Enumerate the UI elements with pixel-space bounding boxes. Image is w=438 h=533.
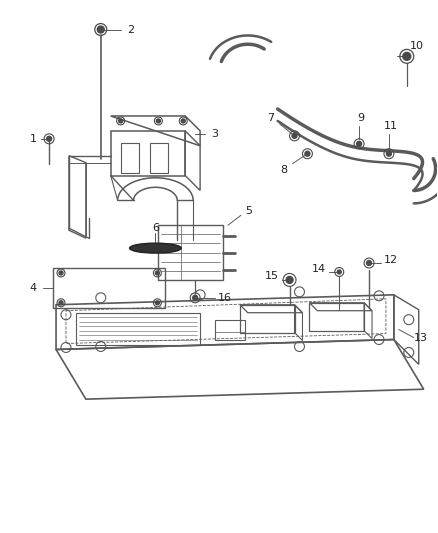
Circle shape [119, 119, 123, 123]
Text: 13: 13 [414, 333, 428, 343]
Text: 16: 16 [218, 293, 232, 303]
Text: 11: 11 [384, 121, 398, 131]
Bar [150, 143, 168, 173]
Circle shape [59, 271, 63, 275]
Text: 12: 12 [384, 255, 398, 265]
Text: 9: 9 [357, 113, 365, 123]
Text: 6: 6 [152, 223, 159, 233]
Circle shape [46, 136, 52, 141]
Circle shape [193, 295, 198, 300]
Text: 1: 1 [30, 134, 37, 144]
Text: 7: 7 [267, 113, 274, 123]
Circle shape [357, 141, 362, 146]
Circle shape [286, 277, 293, 284]
Circle shape [367, 261, 371, 265]
Text: 14: 14 [312, 264, 326, 274]
Text: 15: 15 [265, 271, 279, 281]
Bar [215, 320, 245, 340]
Text: 4: 4 [30, 283, 37, 293]
Bar [120, 143, 138, 173]
Bar [159, 225, 223, 280]
Circle shape [155, 271, 159, 275]
Text: 5: 5 [245, 206, 252, 216]
Circle shape [155, 301, 159, 305]
Circle shape [156, 119, 160, 123]
Circle shape [337, 270, 341, 274]
Circle shape [386, 151, 392, 156]
Text: 2: 2 [127, 25, 134, 35]
Circle shape [305, 151, 310, 156]
Circle shape [59, 301, 63, 305]
Circle shape [403, 52, 411, 60]
Text: 8: 8 [280, 165, 287, 175]
Circle shape [292, 133, 297, 139]
Text: 10: 10 [410, 42, 424, 51]
Text: 3: 3 [212, 129, 219, 139]
Ellipse shape [130, 243, 181, 253]
Circle shape [181, 119, 185, 123]
Circle shape [97, 26, 104, 33]
